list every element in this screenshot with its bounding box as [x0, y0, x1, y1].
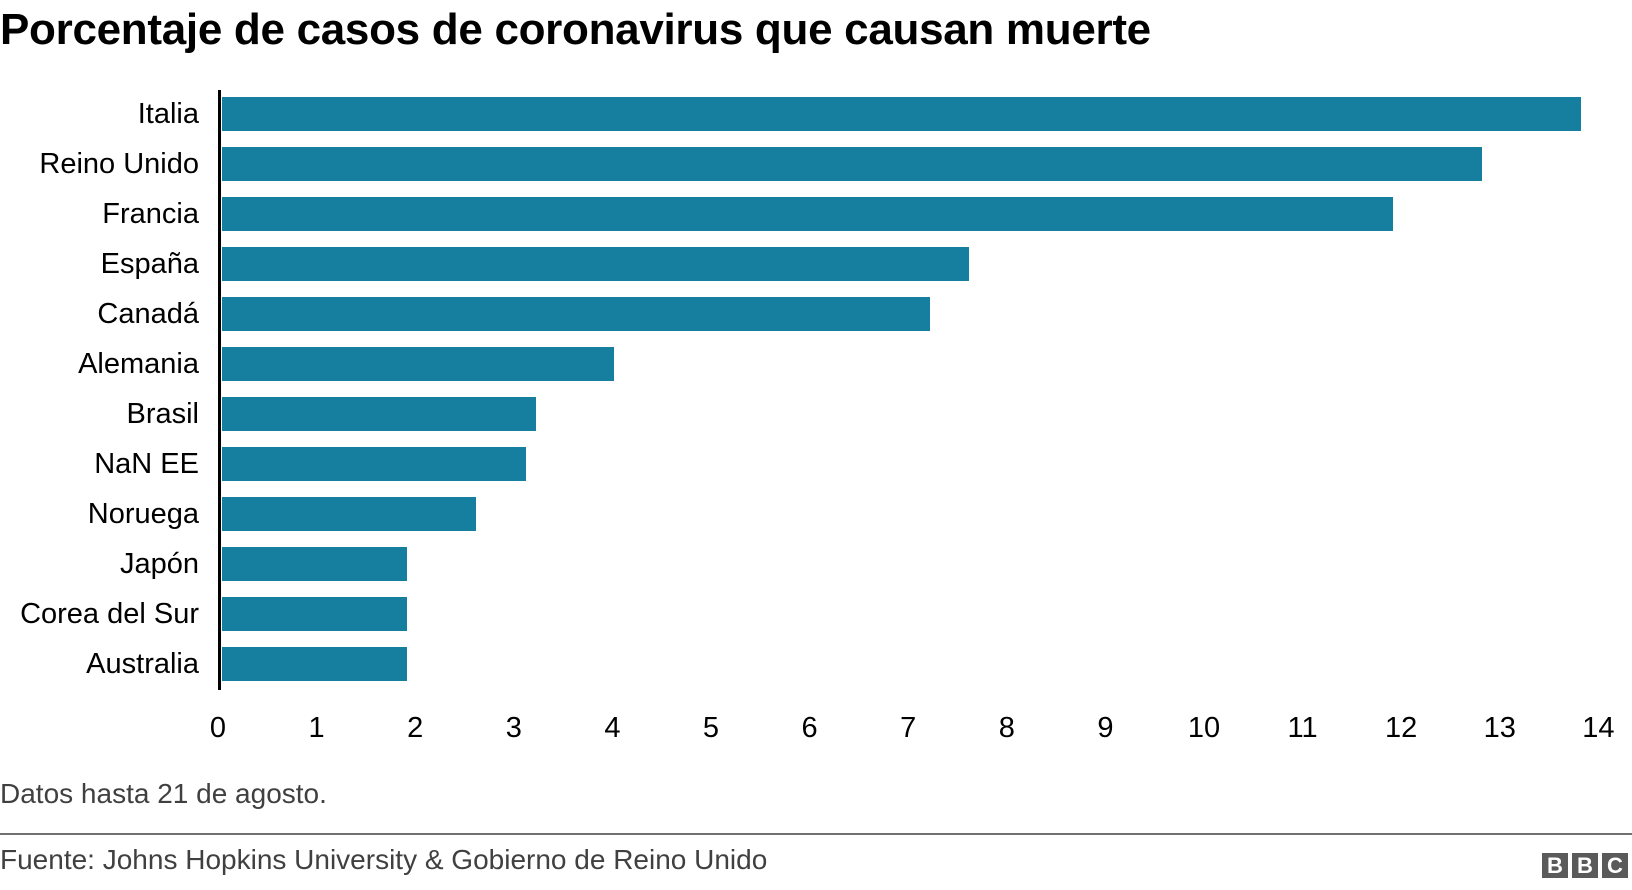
bar — [222, 147, 1483, 181]
x-tick-label: 1 — [308, 712, 325, 744]
bbc-logo-block: B — [1572, 853, 1598, 878]
chart-title: Porcentaje de casos de coronavirus que c… — [0, 5, 1151, 54]
x-tick-label: 10 — [1187, 712, 1221, 744]
y-axis-line — [218, 90, 221, 690]
data-note: Datos hasta 21 de agosto. — [0, 778, 327, 809]
x-tick-label: 12 — [1385, 712, 1418, 744]
bar-row: Italia — [0, 97, 1632, 131]
x-tick-label: 11 — [1287, 712, 1318, 744]
bar-chart: Italia Reino Unido Francia España Canadá Alem… — [0, 90, 1632, 744]
bar-row: Francia — [0, 197, 1632, 231]
bar-row: Corea del Sur — [0, 597, 1632, 631]
category-label: NaN EE — [94, 448, 199, 480]
bar — [222, 497, 477, 531]
category-label: Reino Unido — [39, 148, 199, 180]
category-label: Francia — [102, 198, 199, 230]
bar — [222, 547, 408, 581]
x-tick-label: 0 — [209, 712, 227, 744]
bar — [222, 397, 536, 431]
bar — [222, 647, 408, 681]
bar-row: Alemania — [0, 347, 1632, 381]
x-tick-label: 2 — [407, 712, 424, 744]
x-tick-label: 8 — [998, 712, 1015, 744]
footer-divider — [0, 833, 1632, 835]
bar-row: Australia — [0, 647, 1632, 681]
category-label: Brasil — [126, 398, 199, 430]
bar-row: Noruega — [0, 497, 1632, 531]
bar-row: NaN EE — [0, 447, 1632, 481]
bbc-logo-block: C — [1602, 853, 1628, 878]
x-tick-label: 7 — [900, 712, 917, 744]
category-label: Noruega — [87, 498, 199, 530]
category-label: Alemania — [78, 348, 199, 380]
bar-row: Canadá — [0, 297, 1632, 331]
bar-row: Brasil — [0, 397, 1632, 431]
category-label: Corea del Sur — [20, 598, 199, 630]
bar — [222, 247, 970, 281]
category-label: España — [100, 248, 199, 280]
bar — [222, 197, 1394, 231]
bar — [222, 297, 930, 331]
bar-row: Reino Unido — [0, 147, 1632, 181]
source-text: Fuente: Johns Hopkins University & Gobie… — [0, 844, 768, 875]
category-label: Canadá — [97, 298, 199, 330]
x-tick-label: 3 — [505, 712, 522, 744]
bar — [222, 447, 526, 481]
category-label: Japón — [119, 548, 199, 580]
bbc-logo-block: B — [1542, 853, 1568, 878]
x-tick-label: 14 — [1582, 712, 1615, 744]
bar — [222, 97, 1581, 131]
x-tick-label: 13 — [1483, 712, 1516, 744]
bar — [222, 597, 408, 631]
x-tick-label: 6 — [801, 712, 818, 744]
x-tick-label: 4 — [604, 712, 621, 744]
category-label: Australia — [86, 648, 199, 680]
bar-row: España — [0, 247, 1632, 281]
bar-row: Japón — [0, 547, 1632, 581]
bar — [222, 347, 615, 381]
category-label: Italia — [137, 98, 199, 130]
x-tick-label: 9 — [1097, 712, 1114, 744]
x-tick-label: 5 — [702, 712, 720, 744]
